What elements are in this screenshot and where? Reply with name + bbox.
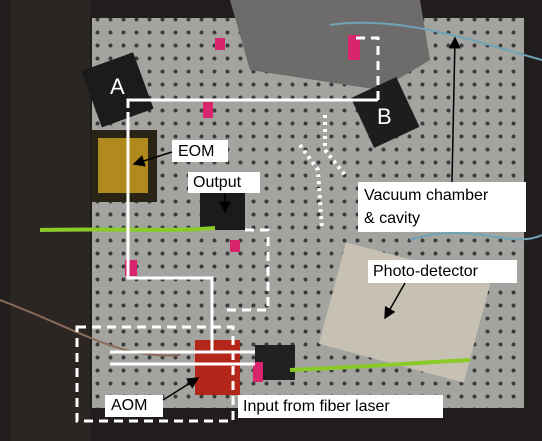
input-label: Input from fiber laser [243,398,390,415]
aom-region [75,325,235,423]
label-box [238,395,443,418]
photo-detector-label: Photo-detector [373,263,479,280]
arrow [132,151,173,167]
label-box [358,182,526,232]
vacuum-label: Vacuum chamber [364,187,489,204]
arrow [448,36,461,183]
equipment [0,0,542,395]
label-box [368,260,517,283]
aom-label: AOM [111,397,147,414]
point-a-label: A [110,74,125,99]
point-b-label: B [377,104,392,129]
label-box [105,395,163,417]
table-edge [10,0,90,441]
output-label: Output [193,174,242,191]
eom-label: EOM [178,143,214,160]
beam-path [75,36,380,423]
arrow [384,282,406,320]
label-box [188,172,260,193]
vacuum-label: & cavity [364,210,420,227]
label-box [172,140,228,162]
arrow [162,377,200,401]
